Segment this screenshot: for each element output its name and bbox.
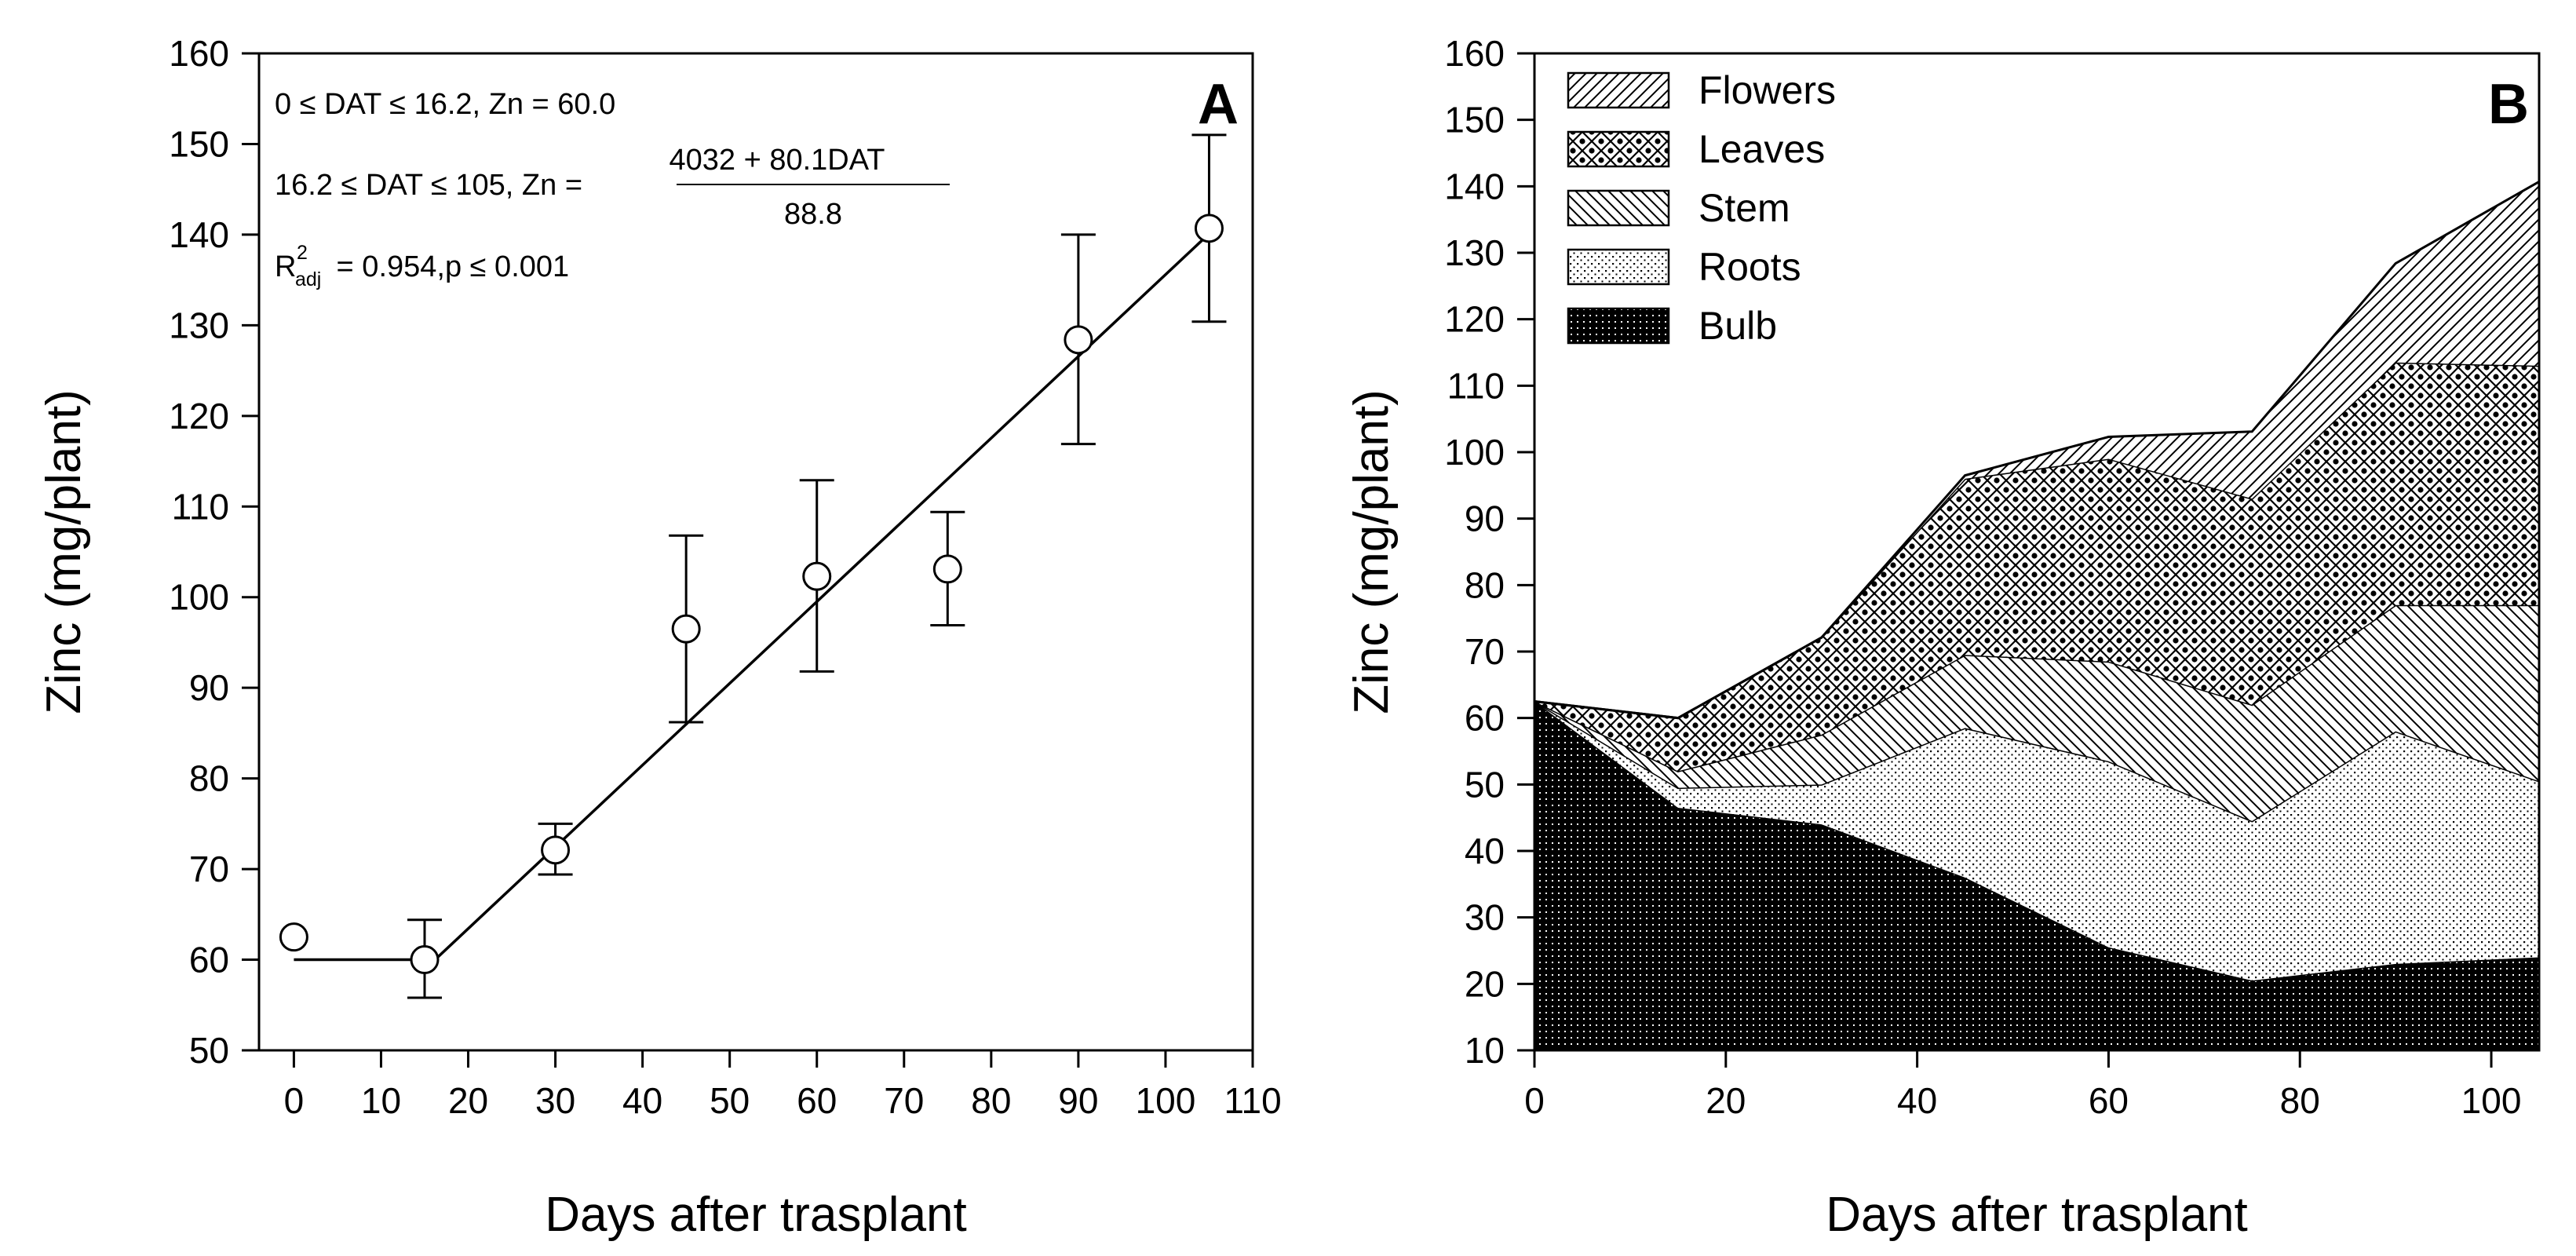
- panel-b-y-tick-label: 20: [1465, 963, 1505, 1004]
- legend-label-stem: Stem: [1698, 186, 1790, 230]
- panel-a-data-point: [1194, 214, 1224, 243]
- panel-a-x-tick-label: 70: [884, 1080, 924, 1121]
- panel-b-area-stem: [1534, 604, 2539, 821]
- panel-a-x-tick-label: 100: [1136, 1080, 1196, 1121]
- panel-a-r2-rest: = 0.954,p ≤ 0.001: [328, 250, 569, 283]
- panel-b-y-tick-label: 30: [1465, 897, 1505, 938]
- panel-a-data-point: [802, 561, 832, 591]
- panel-a-data-point: [1064, 325, 1093, 355]
- panel-b-area-bulb: [1534, 701, 2539, 1050]
- panel-a-r2-sub: adj: [295, 268, 321, 290]
- panel-b-area-roots: [1534, 701, 2539, 981]
- panel-a-y-tick-label: 90: [189, 667, 229, 708]
- panel-a-data-point: [279, 922, 308, 952]
- panel-a-y-tick-label: 100: [169, 577, 229, 618]
- panel-b-y-tick-label: 70: [1465, 631, 1505, 672]
- panel-b-x-tick-label: 20: [1706, 1080, 1746, 1121]
- panel-a-y-tick-label: 60: [189, 940, 229, 980]
- panel-b-y-tick-label: 100: [1444, 432, 1505, 473]
- panel-a-x-tick-label: 50: [710, 1080, 750, 1121]
- panel-b-y-tick-label: 140: [1444, 166, 1505, 206]
- panel-b-y-tick-label: 90: [1465, 498, 1505, 539]
- panel-a-y-tick-label: 80: [189, 758, 229, 799]
- panel-a-data-point: [410, 945, 440, 975]
- legend-swatch-roots: [1567, 248, 1670, 286]
- panel-b-x-tick-label: 60: [2089, 1080, 2129, 1121]
- panel-b-y-tick-label: 130: [1444, 232, 1505, 273]
- panel-a-x-tick-label: 80: [971, 1080, 1011, 1121]
- panel-a-equation-2-left: 16.2 ≤ DAT ≤ 105, Zn =: [275, 169, 582, 202]
- legend-swatch-stem: [1567, 189, 1670, 227]
- panel-a-y-tick-label: 70: [189, 849, 229, 889]
- panel-b-boundary-flowers: [1534, 181, 2540, 720]
- panel-a-frame: [257, 52, 1254, 1052]
- panel-b-y-tick-label: 40: [1465, 831, 1505, 871]
- panel-a-x-tick-label: 30: [535, 1080, 575, 1121]
- panel-a-ticks: 50 60 70 80 90 100 110 120 130 140 150 160 0 10 20 30 40…: [169, 33, 1281, 1121]
- panel-a-y-tick-label: 150: [169, 123, 229, 164]
- panel-a-equation-1: 0 ≤ DAT ≤ 16.2, Zn = 60.0: [275, 88, 615, 121]
- panel-b-y-tick-label: 160: [1444, 33, 1505, 74]
- panel-a-points: [279, 133, 1227, 999]
- panel-a-y-tick-label: 50: [189, 1030, 229, 1071]
- panel-a-x-tick-label: 90: [1058, 1080, 1098, 1121]
- legend-label-roots: Roots: [1698, 245, 1801, 289]
- panel-b-y-tick-label: 150: [1444, 100, 1505, 141]
- panel-b-x-tick-label: 80: [2280, 1080, 2320, 1121]
- panel-b-y-axis-label: Zinc (mg/plant): [1345, 389, 1399, 714]
- panel-a-y-axis-label: Zinc (mg/plant): [37, 389, 91, 714]
- panel-b-chart: 10 20 30 40 50 60 70 80 90 100 110 120 130 140 150 160 0…: [1345, 33, 2541, 1242]
- legend-swatch-flowers: [1567, 71, 1670, 109]
- panel-b-x-tick-label: 100: [2461, 1080, 2522, 1121]
- panel-a-y-tick-label: 140: [169, 214, 229, 255]
- panel-a-x-tick-label: 60: [797, 1080, 837, 1121]
- legend-label-leaves: Leaves: [1698, 127, 1825, 171]
- panel-a-x-tick-label: 20: [448, 1080, 488, 1121]
- legend-swatch-leaves: [1567, 130, 1670, 168]
- panel-a-data-point: [932, 554, 962, 584]
- panel-a-equation-2-denominator: 88.8: [784, 198, 842, 231]
- panel-b-y-tick-label: 10: [1465, 1030, 1505, 1071]
- panel-a-x-tick-label: 0: [284, 1080, 305, 1121]
- legend-label-bulb: Bulb: [1698, 304, 1777, 348]
- panel-b-label: B: [2488, 73, 2529, 136]
- panel-b-x-tick-label: 0: [1524, 1080, 1545, 1121]
- panel-a-y-tick-label: 120: [169, 396, 229, 436]
- panel-b-ticks: 10 20 30 40 50 60 70 80 90 100 110 120 130 140 150 160 0…: [1444, 33, 2521, 1121]
- panel-a-data-point: [671, 614, 701, 644]
- panel-a-equation-2-numerator: 4032 + 80.1DAT: [670, 144, 885, 177]
- legend-swatch-bulb: [1567, 307, 1670, 345]
- panel-a-y-tick-label: 130: [169, 305, 229, 345]
- panel-b-y-tick-label: 50: [1465, 764, 1505, 805]
- panel-b-areas: [1534, 181, 2540, 1050]
- panel-a-chart: 50 60 70 80 90 100 110 120 130 140 150 160 0 10 20 30 40…: [37, 33, 1282, 1242]
- panel-a-data-point: [541, 835, 571, 865]
- panel-a-label: A: [1198, 73, 1239, 136]
- panel-b-y-tick-label: 120: [1444, 299, 1505, 340]
- panel-a-x-tick-label: 10: [361, 1080, 401, 1121]
- panel-a-x-tick-label: 110: [1224, 1080, 1281, 1121]
- panel-a-y-tick-label: 160: [169, 33, 229, 74]
- panel-b-x-axis-label: Days after trasplant: [1826, 1188, 2248, 1242]
- legend-label-flowers: Flowers: [1698, 68, 1836, 112]
- panel-b-y-tick-label: 80: [1465, 564, 1505, 605]
- panel-b-frame: [1533, 52, 2541, 1052]
- panel-a-r2-base: R: [275, 250, 296, 283]
- panel-a-x-tick-label: 40: [622, 1080, 662, 1121]
- panel-a-r2-sup: 2: [297, 242, 308, 264]
- panel-b-x-tick-label: 40: [1897, 1080, 1937, 1121]
- panel-a-x-axis-label: Days after trasplant: [545, 1188, 967, 1242]
- panel-b-legend: Flowers Leaves Stem Roots Bulb: [1567, 68, 1836, 348]
- panel-b-y-tick-label: 110: [1447, 365, 1505, 406]
- panel-b-y-tick-label: 60: [1465, 698, 1505, 739]
- panel-a-y-tick-label: 110: [172, 486, 229, 527]
